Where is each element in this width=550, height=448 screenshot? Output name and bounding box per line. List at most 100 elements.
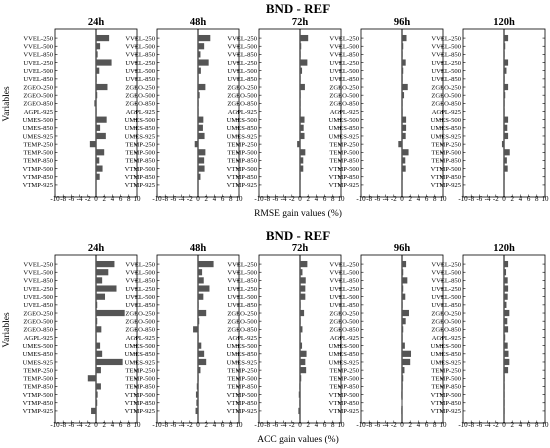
bar bbox=[504, 108, 505, 115]
x-tick-label: -6 bbox=[272, 421, 278, 429]
acc-panel-120h: 120hVVEL-250VVEL-500VVEL-850UVEL-250UVEL… bbox=[431, 243, 549, 429]
bar bbox=[300, 269, 303, 276]
x-tick-label: -6 bbox=[68, 421, 74, 429]
bar bbox=[504, 277, 508, 284]
category-label: VTMP-850 bbox=[431, 400, 462, 407]
category-label: VVEL-500 bbox=[329, 44, 359, 51]
bar bbox=[96, 391, 98, 398]
x-tick-label: -8 bbox=[366, 421, 372, 429]
bar bbox=[402, 309, 409, 317]
bar bbox=[96, 116, 107, 123]
bar bbox=[96, 43, 101, 50]
category-label: AGPL-925 bbox=[432, 109, 462, 116]
bar bbox=[402, 269, 404, 276]
rmse-panel-72h: 72hVVEL-250VVEL-500VVEL-850UVEL-250UVEL-… bbox=[227, 17, 345, 203]
category-label: VVEL-850 bbox=[23, 52, 53, 59]
x-tick-label: -4 bbox=[485, 195, 491, 203]
category-label: VTMP-500 bbox=[431, 392, 462, 399]
panel-title: 120h bbox=[493, 17, 515, 28]
category-label: TEMP-500 bbox=[329, 376, 359, 383]
category-label: ZGEO-250 bbox=[227, 310, 257, 317]
x-tick-label: 10 bbox=[338, 421, 346, 429]
x-tick-label: 8 bbox=[331, 195, 335, 203]
bar bbox=[300, 43, 302, 50]
category-label: UMES-850 bbox=[227, 351, 258, 358]
bar bbox=[504, 116, 509, 123]
category-label: UVEL-500 bbox=[329, 294, 359, 301]
category-label: UVEL-250 bbox=[329, 286, 359, 293]
bar bbox=[402, 383, 403, 390]
category-label: UVEL-250 bbox=[125, 60, 155, 67]
x-tick-label: 0 bbox=[502, 421, 506, 429]
category-label: VVEL-850 bbox=[329, 52, 359, 59]
x-tick-label: 6 bbox=[119, 421, 123, 429]
category-label: ZGEO-850 bbox=[227, 101, 257, 108]
bar bbox=[198, 293, 204, 300]
bar bbox=[300, 149, 306, 156]
bar bbox=[300, 132, 305, 140]
bar bbox=[198, 59, 209, 66]
x-tick-label: 4 bbox=[213, 195, 217, 203]
x-tick-label: 10 bbox=[440, 421, 448, 429]
bar bbox=[196, 383, 198, 390]
category-label: UMES-850 bbox=[227, 125, 258, 132]
bar bbox=[96, 124, 101, 131]
category-label: VTMP-500 bbox=[227, 392, 258, 399]
x-tick-label: -10 bbox=[254, 421, 264, 429]
bar bbox=[299, 383, 300, 390]
category-label: VVEL-850 bbox=[227, 278, 257, 285]
category-label: VTMP-500 bbox=[23, 166, 54, 173]
category-label: VTMP-925 bbox=[431, 182, 462, 189]
category-label: UMES-500 bbox=[227, 117, 258, 124]
rmse-title: BND - REF bbox=[266, 1, 330, 16]
bar bbox=[504, 165, 508, 172]
x-tick-label: -6 bbox=[374, 421, 380, 429]
category-label: ZGEO-500 bbox=[431, 318, 461, 325]
x-tick-label: 8 bbox=[331, 421, 335, 429]
x-tick-label: -2 bbox=[493, 195, 499, 203]
category-label: AGPL-925 bbox=[24, 109, 54, 116]
category-label: UVEL-850 bbox=[431, 302, 461, 309]
category-label: UMES-500 bbox=[329, 343, 360, 350]
bar bbox=[96, 326, 102, 333]
category-label: TEMP-500 bbox=[431, 376, 461, 383]
category-label: VVEL-850 bbox=[125, 278, 155, 285]
bar bbox=[96, 51, 98, 58]
bar bbox=[198, 318, 200, 325]
x-tick-label: -8 bbox=[60, 195, 66, 203]
bar bbox=[300, 100, 301, 107]
x-tick-label: -8 bbox=[60, 421, 66, 429]
category-label: TEMP-500 bbox=[23, 150, 53, 157]
category-label: TEMP-250 bbox=[329, 367, 359, 374]
category-label: UVEL-250 bbox=[23, 60, 53, 67]
category-label: VTMP-925 bbox=[329, 408, 360, 415]
category-label: ZGEO-500 bbox=[431, 92, 461, 99]
category-label: UVEL-250 bbox=[431, 286, 461, 293]
category-label: VVEL-850 bbox=[431, 278, 461, 285]
bar bbox=[96, 350, 103, 357]
x-tick-label: 4 bbox=[417, 195, 421, 203]
category-label: UVEL-250 bbox=[329, 60, 359, 67]
rmse-xlabel: RMSE gain values (%) bbox=[254, 208, 342, 219]
x-tick-label: -8 bbox=[162, 421, 168, 429]
bar bbox=[96, 367, 101, 374]
category-label: UVEL-850 bbox=[227, 76, 257, 83]
bar bbox=[198, 277, 204, 284]
x-tick-label: 0 bbox=[298, 195, 302, 203]
panel-title: 96h bbox=[394, 17, 411, 28]
bar bbox=[402, 59, 406, 66]
x-tick-label: 8 bbox=[229, 195, 233, 203]
bar bbox=[195, 407, 198, 415]
x-tick-label: -2 bbox=[187, 421, 193, 429]
x-tick-label: 8 bbox=[127, 195, 131, 203]
category-label: TEMP-500 bbox=[227, 150, 257, 157]
x-tick-label: 8 bbox=[433, 421, 437, 429]
category-label: VTMP-850 bbox=[23, 174, 54, 181]
x-tick-label: -4 bbox=[281, 421, 287, 429]
category-label: AGPL-925 bbox=[126, 335, 156, 342]
category-label: UMES-925 bbox=[431, 133, 462, 140]
category-label: ZGEO-850 bbox=[431, 327, 461, 334]
category-label: UMES-500 bbox=[431, 117, 462, 124]
category-label: UMES-925 bbox=[227, 133, 258, 140]
x-tick-label: 6 bbox=[221, 195, 225, 203]
